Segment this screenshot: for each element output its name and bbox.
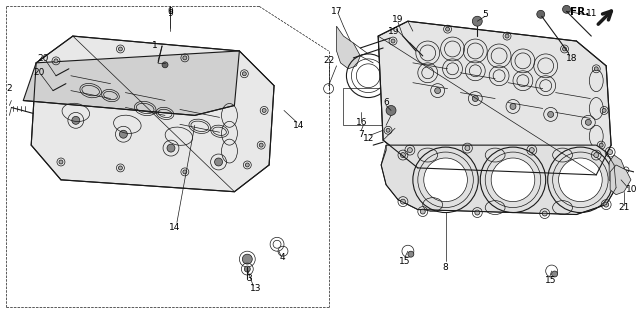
Circle shape <box>391 39 395 43</box>
Circle shape <box>386 106 396 116</box>
Circle shape <box>472 96 478 101</box>
Circle shape <box>505 34 509 38</box>
Circle shape <box>594 67 598 71</box>
Circle shape <box>183 170 187 174</box>
Text: 6: 6 <box>383 98 389 107</box>
Circle shape <box>599 143 603 147</box>
Circle shape <box>505 166 509 170</box>
Circle shape <box>563 47 567 51</box>
Text: 8: 8 <box>443 263 449 272</box>
Circle shape <box>602 108 606 112</box>
Circle shape <box>560 163 563 167</box>
Text: 13: 13 <box>249 284 261 293</box>
Text: 10: 10 <box>626 185 638 194</box>
Text: 1: 1 <box>152 42 158 51</box>
Circle shape <box>475 210 480 215</box>
Circle shape <box>259 143 263 147</box>
Circle shape <box>72 116 80 124</box>
Text: 17: 17 <box>330 7 342 16</box>
Circle shape <box>491 158 535 202</box>
Text: 15: 15 <box>399 257 411 266</box>
Circle shape <box>244 266 250 272</box>
Text: 20: 20 <box>33 68 45 77</box>
Polygon shape <box>610 165 631 195</box>
Polygon shape <box>23 51 239 116</box>
Circle shape <box>547 111 554 117</box>
Circle shape <box>445 27 450 31</box>
Circle shape <box>54 59 58 63</box>
Circle shape <box>604 202 609 207</box>
Text: 20: 20 <box>38 54 48 63</box>
Text: 19: 19 <box>389 27 400 36</box>
Text: 15: 15 <box>545 276 556 285</box>
Circle shape <box>585 119 591 125</box>
Circle shape <box>472 16 482 26</box>
Polygon shape <box>609 155 626 185</box>
Text: 2: 2 <box>6 84 12 93</box>
Circle shape <box>183 56 187 60</box>
Text: 9: 9 <box>167 9 173 18</box>
Circle shape <box>607 149 612 155</box>
Circle shape <box>510 103 516 109</box>
Text: 19: 19 <box>392 15 404 24</box>
Polygon shape <box>31 36 274 192</box>
Circle shape <box>262 108 266 112</box>
Circle shape <box>119 166 122 170</box>
Circle shape <box>380 45 386 51</box>
Circle shape <box>401 153 405 157</box>
Text: FR.: FR. <box>570 7 589 17</box>
Circle shape <box>537 10 545 18</box>
Circle shape <box>594 153 598 157</box>
Circle shape <box>411 156 415 160</box>
Circle shape <box>386 128 390 132</box>
Circle shape <box>408 148 412 153</box>
Circle shape <box>465 146 470 151</box>
Circle shape <box>119 130 128 138</box>
Circle shape <box>450 163 454 167</box>
Circle shape <box>242 72 246 76</box>
Text: 3: 3 <box>246 275 252 284</box>
Circle shape <box>401 199 405 204</box>
Polygon shape <box>378 21 611 175</box>
Text: 7: 7 <box>359 130 364 139</box>
Text: 18: 18 <box>566 54 577 63</box>
Circle shape <box>387 35 393 41</box>
Text: 16: 16 <box>355 118 367 127</box>
Text: 9: 9 <box>167 7 173 16</box>
Circle shape <box>559 158 602 202</box>
Polygon shape <box>336 26 360 69</box>
Circle shape <box>563 5 570 13</box>
Polygon shape <box>381 145 616 214</box>
Text: 4: 4 <box>279 253 285 262</box>
Circle shape <box>530 148 534 153</box>
Text: 14: 14 <box>169 223 181 232</box>
Text: 12: 12 <box>362 134 374 143</box>
Circle shape <box>434 88 441 93</box>
Circle shape <box>242 254 252 264</box>
Circle shape <box>424 158 468 202</box>
Text: 21: 21 <box>618 203 630 212</box>
Circle shape <box>408 251 414 257</box>
Text: 14: 14 <box>293 121 304 130</box>
Circle shape <box>119 47 122 51</box>
Circle shape <box>59 160 63 164</box>
Circle shape <box>246 163 249 167</box>
Text: 22: 22 <box>323 56 334 65</box>
Text: 5: 5 <box>482 10 488 19</box>
Text: 11: 11 <box>586 9 597 18</box>
Circle shape <box>420 209 426 214</box>
Circle shape <box>542 211 547 216</box>
Circle shape <box>162 62 168 68</box>
Circle shape <box>552 271 558 277</box>
Circle shape <box>214 158 223 166</box>
Circle shape <box>167 144 175 152</box>
Circle shape <box>612 163 616 167</box>
